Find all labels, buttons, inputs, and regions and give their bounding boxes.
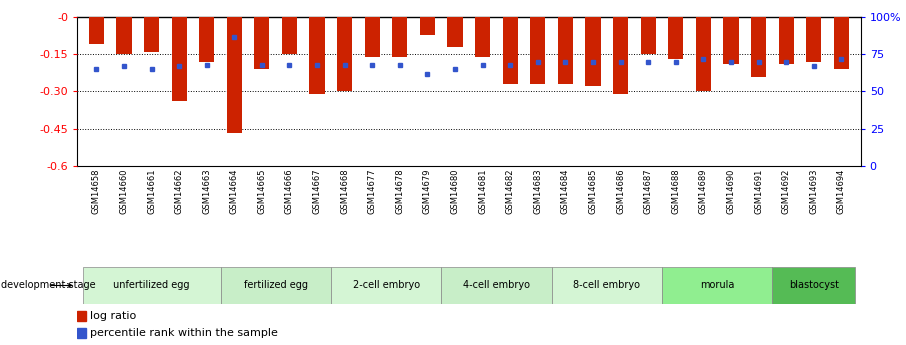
Bar [448,17,463,47]
Bar [337,17,352,91]
Bar [441,267,552,304]
Text: morula: morula [700,280,735,290]
Bar [199,17,215,62]
Text: development stage: development stage [1,280,95,290]
Bar [552,267,662,304]
Bar [220,267,331,304]
Bar [365,17,380,57]
Bar [669,17,683,59]
Text: log ratio: log ratio [90,311,136,321]
Bar [475,17,490,57]
Bar [255,17,269,69]
Bar [773,267,855,304]
Text: 4-cell embryo: 4-cell embryo [463,280,530,290]
Text: blastocyst: blastocyst [789,280,839,290]
Bar [282,17,297,54]
Bar [662,267,773,304]
Bar [419,17,435,34]
Bar [641,17,656,54]
Bar [116,17,131,54]
Bar [144,17,159,52]
Text: 8-cell embryo: 8-cell embryo [573,280,641,290]
Bar [558,17,573,84]
Text: fertilized egg: fertilized egg [244,280,308,290]
Bar [503,17,518,84]
Bar [77,310,86,321]
Bar [723,17,738,64]
Bar [392,17,408,57]
Bar [310,17,324,94]
Bar [613,17,628,94]
Text: percentile rank within the sample: percentile rank within the sample [90,328,277,338]
Bar [77,328,86,338]
Bar [331,267,441,304]
Bar [530,17,545,84]
Text: 2-cell embryo: 2-cell embryo [352,280,419,290]
Bar [806,17,822,62]
Bar [171,17,187,101]
Text: unfertilized egg: unfertilized egg [113,280,189,290]
Bar [751,17,766,77]
Bar [834,17,849,69]
Bar [226,17,242,134]
Bar [696,17,711,91]
Bar [89,17,104,45]
Bar [82,267,220,304]
Bar [778,17,794,64]
Bar [585,17,601,87]
